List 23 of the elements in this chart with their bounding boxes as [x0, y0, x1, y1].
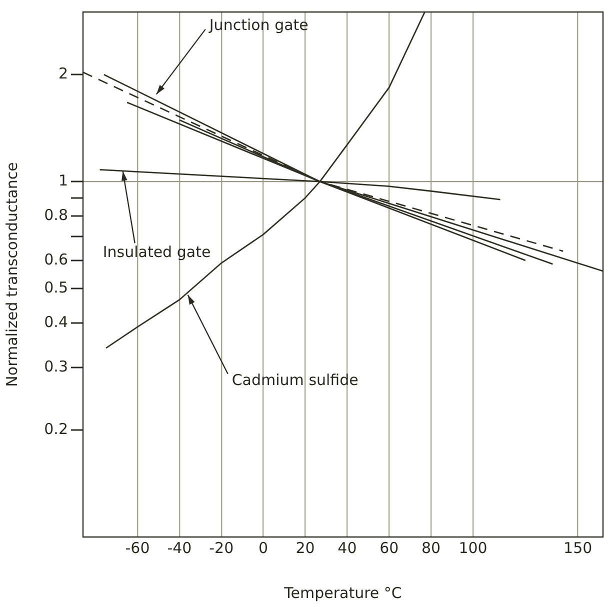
y-tick-label: 2: [58, 64, 68, 82]
y-tick-label: 0.8: [44, 206, 68, 224]
x-tick-label: 150: [564, 538, 592, 557]
y-axis-title: Normalized transconductance: [2, 162, 21, 387]
annotation: Junction gate: [208, 16, 308, 34]
annotation: Cadmium sulfide: [232, 370, 358, 389]
x-axis-title: Temperature °C: [283, 584, 402, 602]
annotation: Insulated gate: [102, 243, 211, 262]
x-tick-label: -20: [209, 538, 234, 557]
y-tick-label: 0.4: [44, 312, 68, 331]
y-tick-label: 0.6: [44, 250, 68, 268]
x-tick-label: 40: [338, 538, 357, 557]
y-tick-label: 0.3: [44, 357, 68, 376]
x-tick-label: 100: [458, 538, 488, 557]
x-tick-label: 80: [422, 538, 441, 557]
x-tick-label: 20: [296, 538, 315, 557]
y-tick-label: 0.5: [44, 278, 68, 296]
x-tick-label: 0: [258, 538, 268, 557]
x-tick-label: -40: [167, 538, 192, 557]
y-tick-label: 1: [58, 171, 68, 190]
x-tick-label: 60: [380, 538, 399, 557]
y-tick-label: 0.2: [44, 420, 68, 438]
x-tick-label: -60: [125, 538, 150, 557]
